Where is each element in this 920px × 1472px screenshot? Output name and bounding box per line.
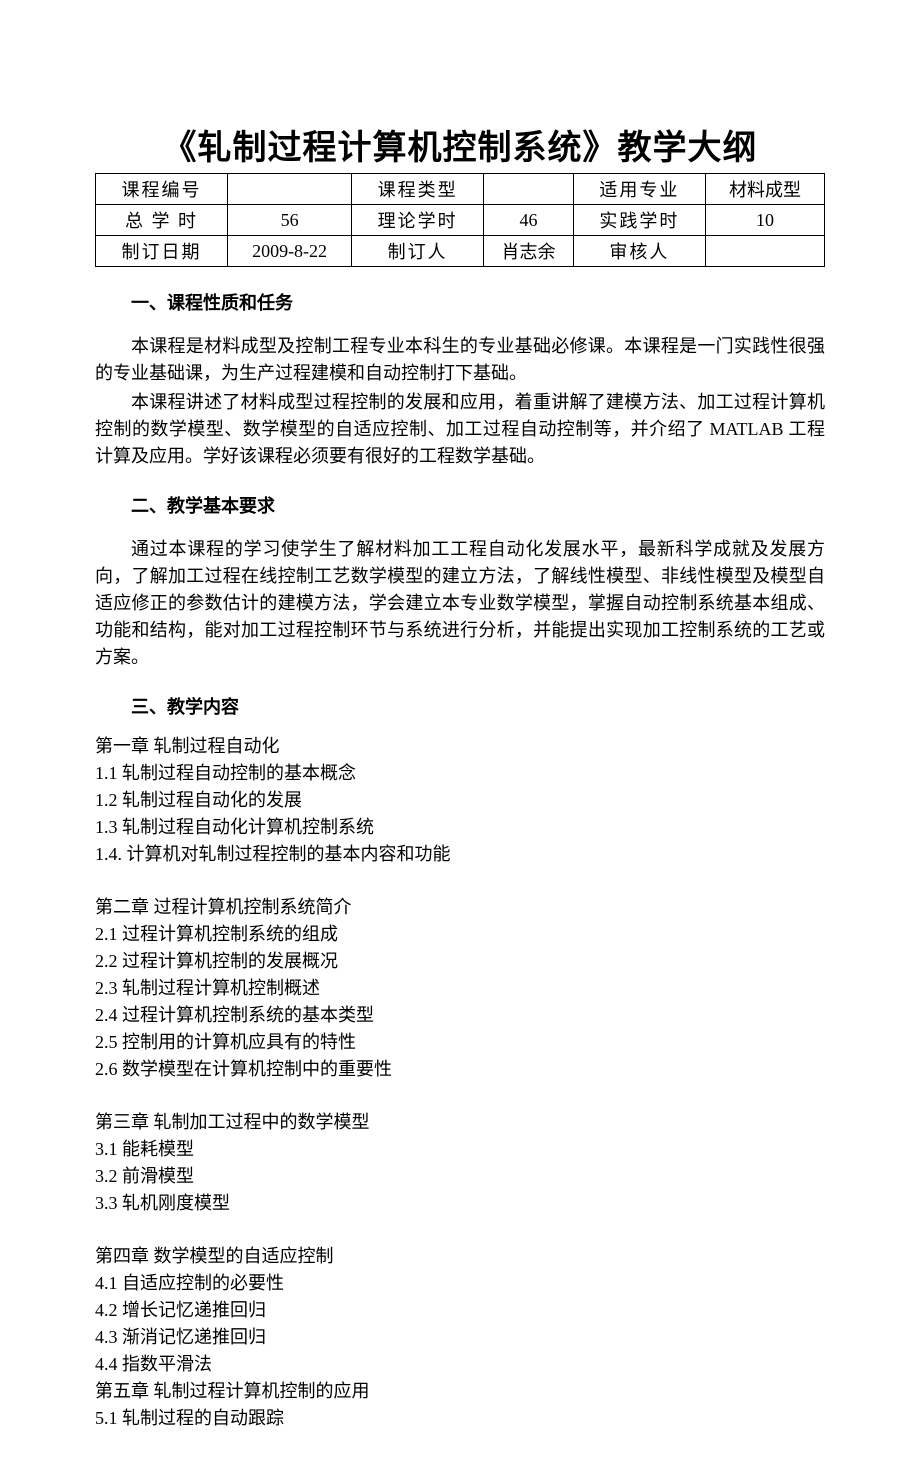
toc-line: 1.1 轧制过程自动控制的基本概念	[95, 760, 825, 787]
cell-value: 10	[705, 205, 824, 236]
document-title: 《轧制过程计算机控制系统》教学大纲	[95, 120, 825, 169]
toc-line: 3.2 前滑模型	[95, 1163, 825, 1190]
toc-line: 第五章 轧制过程计算机控制的应用	[95, 1378, 825, 1405]
cell-label: 实践学时	[573, 205, 705, 236]
cell-value	[484, 174, 574, 205]
toc-line: 2.3 轧制过程计算机控制概述	[95, 975, 825, 1002]
section-heading: 三、教学内容	[95, 693, 825, 719]
toc-line: 1.3 轧制过程自动化计算机控制系统	[95, 814, 825, 841]
toc-line: 4.1 自适应控制的必要性	[95, 1270, 825, 1297]
toc-line: 第三章 轧制加工过程中的数学模型	[95, 1109, 825, 1136]
toc-line: 4.3 渐消记忆递推回归	[95, 1324, 825, 1351]
cell-label: 课程类型	[352, 174, 484, 205]
cell-label: 适用专业	[573, 174, 705, 205]
toc-line: 2.5 控制用的计算机应具有的特性	[95, 1029, 825, 1056]
cell-label: 理论学时	[352, 205, 484, 236]
toc-line: 1.2 轧制过程自动化的发展	[95, 787, 825, 814]
cell-value: 材料成型	[705, 174, 824, 205]
toc-line: 2.1 过程计算机控制系统的组成	[95, 921, 825, 948]
toc-line: 4.4 指数平滑法	[95, 1351, 825, 1378]
toc-gap	[95, 1083, 825, 1109]
cell-value: 肖志余	[484, 236, 574, 267]
cell-label: 制订人	[352, 236, 484, 267]
toc-line: 3.3 轧机刚度模型	[95, 1190, 825, 1217]
toc-line: 2.2 过程计算机控制的发展概况	[95, 948, 825, 975]
paragraph: 本课程讲述了材料成型过程控制的发展和应用，着重讲解了建模方法、加工过程计算机控制…	[95, 389, 825, 470]
cell-label: 审核人	[573, 236, 705, 267]
toc-gap	[95, 868, 825, 894]
cell-value: 46	[484, 205, 574, 236]
cell-label: 总 学 时	[96, 205, 228, 236]
table-row: 总 学 时 56 理论学时 46 实践学时 10	[96, 205, 825, 236]
cell-value: 2009-8-22	[228, 236, 352, 267]
section-heading: 一、课程性质和任务	[95, 289, 825, 315]
toc-line: 1.4. 计算机对轧制过程控制的基本内容和功能	[95, 841, 825, 868]
toc-line: 第二章 过程计算机控制系统简介	[95, 894, 825, 921]
toc-line: 第四章 数学模型的自适应控制	[95, 1243, 825, 1270]
course-info-table: 课程编号 课程类型 适用专业 材料成型 总 学 时 56 理论学时 46 实践学…	[95, 173, 825, 267]
table-row: 制订日期 2009-8-22 制订人 肖志余 审核人	[96, 236, 825, 267]
paragraph: 通过本课程的学习使学生了解材料加工工程自动化发展水平，最新科学成就及发展方向，了…	[95, 536, 825, 671]
toc-line: 第一章 轧制过程自动化	[95, 733, 825, 760]
toc-line: 2.6 数学模型在计算机控制中的重要性	[95, 1056, 825, 1083]
toc-container: 第一章 轧制过程自动化1.1 轧制过程自动控制的基本概念1.2 轧制过程自动化的…	[95, 733, 825, 1432]
cell-label: 制订日期	[96, 236, 228, 267]
document-page: 《轧制过程计算机控制系统》教学大纲 课程编号 课程类型 适用专业 材料成型 总 …	[0, 0, 920, 1472]
toc-line: 4.2 增长记忆递推回归	[95, 1297, 825, 1324]
toc-gap	[95, 1217, 825, 1243]
cell-value	[228, 174, 352, 205]
paragraph: 本课程是材料成型及控制工程专业本科生的专业基础必修课。本课程是一门实践性很强的专…	[95, 333, 825, 387]
section-heading: 二、教学基本要求	[95, 492, 825, 518]
cell-value: 56	[228, 205, 352, 236]
table-row: 课程编号 课程类型 适用专业 材料成型	[96, 174, 825, 205]
toc-line: 3.1 能耗模型	[95, 1136, 825, 1163]
toc-line: 2.4 过程计算机控制系统的基本类型	[95, 1002, 825, 1029]
cell-value	[705, 236, 824, 267]
cell-label: 课程编号	[96, 174, 228, 205]
toc-line: 5.1 轧制过程的自动跟踪	[95, 1405, 825, 1432]
